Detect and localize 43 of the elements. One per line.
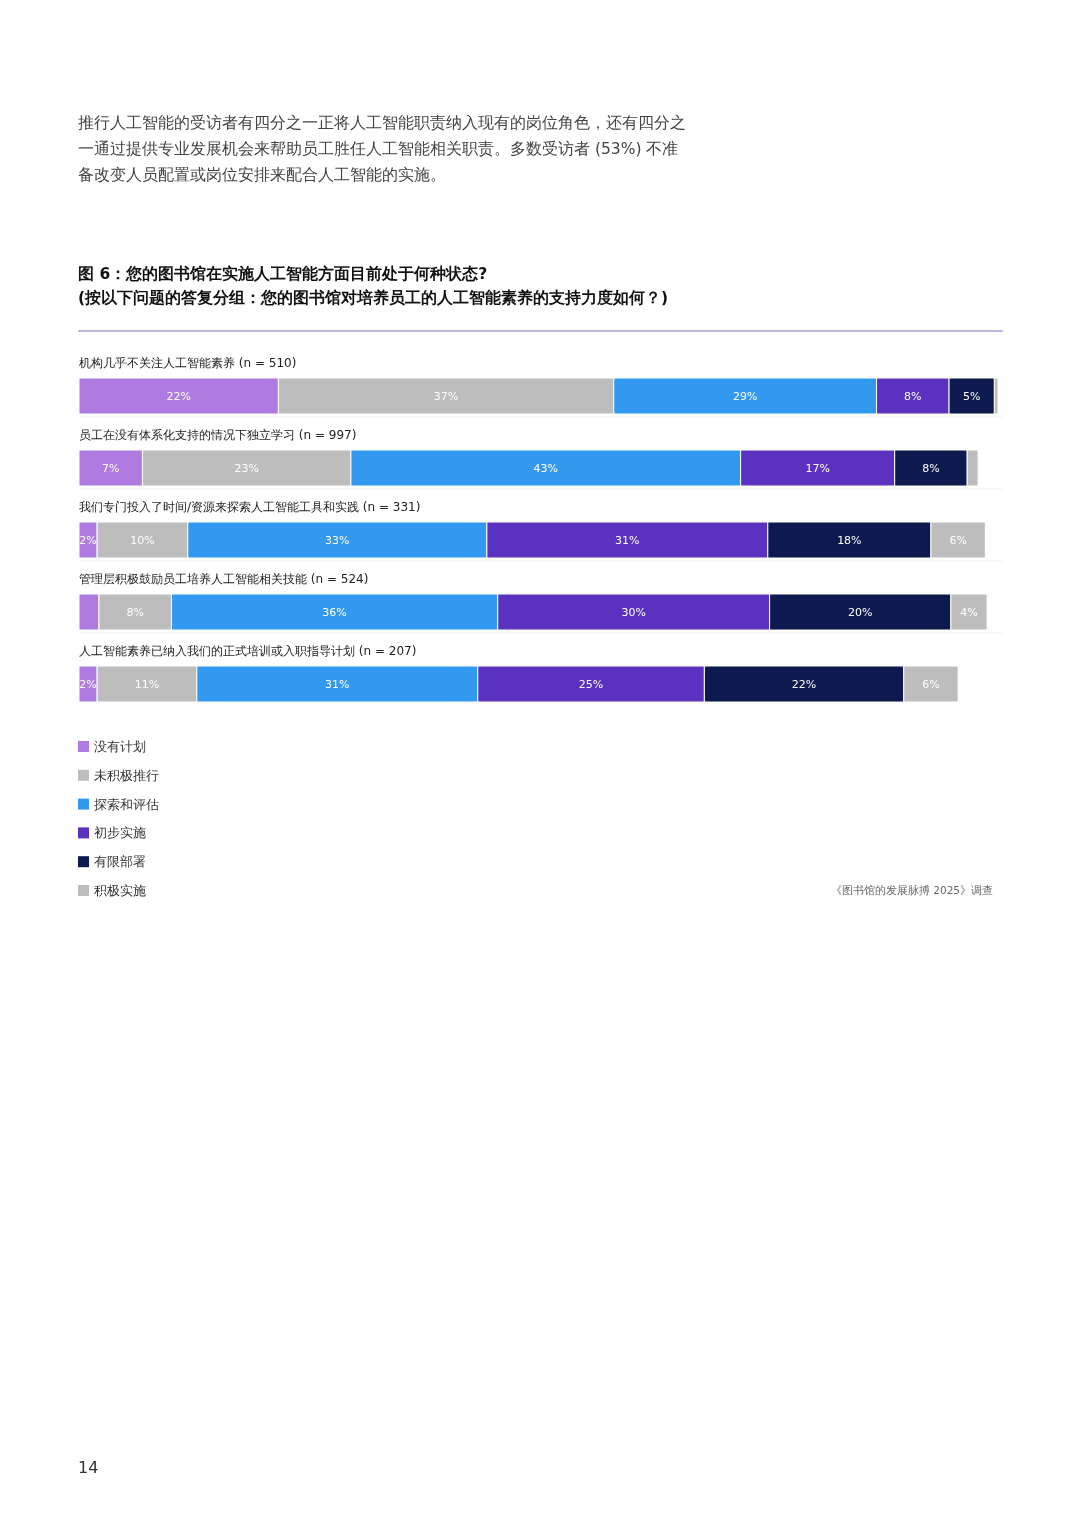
- data-label: 23%: [234, 462, 259, 475]
- data-label: 10%: [130, 534, 155, 547]
- text: 14: [78, 1458, 99, 1477]
- data-label: 33%: [325, 534, 350, 547]
- data-label: 11%: [134, 678, 160, 691]
- legend-label: 积极实施: [94, 883, 146, 898]
- data-label: 7%: [101, 462, 120, 475]
- data-label: 22%: [166, 390, 191, 403]
- data-label: 17%: [805, 462, 830, 475]
- data-label: 37%: [433, 390, 459, 403]
- y-tick-label: 管理层积极鼓励员工培养人工智能相关技能 (n = 524): [79, 572, 369, 586]
- data-label: 8%: [922, 462, 940, 475]
- legend-label: 初步实施: [94, 825, 146, 841]
- data-label: 29%: [732, 390, 758, 403]
- text: 推行人工智能的受访者有四分之一正将人工智能职责纳入现有的岗位角色，还有四分之一通过提供专业发展机会来帮助员工胜任人工智能相关职责。多数受访者 (53%) 不准备改变人员配置或岗位安排来配合人工智能的实施。: [78, 114, 686, 184]
- y-tick-label: 人工智能素养已纳入我们的正式培训或入职指导计划 (n = 207): [79, 644, 417, 658]
- y-tick-label: 员工在没有体系化支持的情况下独立学习 (n = 997): [79, 428, 357, 442]
- data-label: 22%: [791, 678, 817, 691]
- data-label: 2%: [79, 534, 97, 547]
- text: 《图书馆的发展脉搏 2025》调查: [830, 884, 993, 896]
- data-label: 2%: [79, 678, 97, 691]
- data-label: 6%: [922, 678, 940, 691]
- y-tick-label: 机构几乎不关注人工智能素养 (n = 510): [79, 356, 297, 370]
- chart-title: 图 6：您的图书馆在实施人工智能方面目前处于何种状态?: [78, 264, 488, 283]
- chart-subtitle: (按以下问题的答复分组：您的图书馆对培养员工的人工智能素养的支持力度如何？): [78, 288, 669, 307]
- legend-label: 探索和评估: [94, 796, 159, 812]
- data-label: 36%: [322, 606, 347, 619]
- data-label: 8%: [904, 390, 922, 403]
- data-label: 25%: [578, 678, 604, 691]
- data-label: 5%: [962, 390, 981, 403]
- data-label: 30%: [621, 606, 646, 619]
- y-tick-label: 我们专门投入了时间/资源来探索人工智能工具和实践 (n = 331): [79, 500, 421, 514]
- legend-label: 没有计划: [94, 739, 146, 754]
- legend-label: 有限部署: [94, 854, 146, 870]
- data-label: 31%: [615, 534, 640, 547]
- data-label: 8%: [126, 606, 144, 619]
- data-label: 4%: [960, 606, 978, 619]
- data-label: 43%: [533, 462, 558, 475]
- data-label: 6%: [949, 534, 967, 547]
- data-label: 18%: [837, 534, 862, 547]
- legend-label: 未积极推行: [94, 767, 159, 783]
- data-label: 20%: [848, 606, 873, 619]
- data-label: 31%: [325, 678, 350, 691]
